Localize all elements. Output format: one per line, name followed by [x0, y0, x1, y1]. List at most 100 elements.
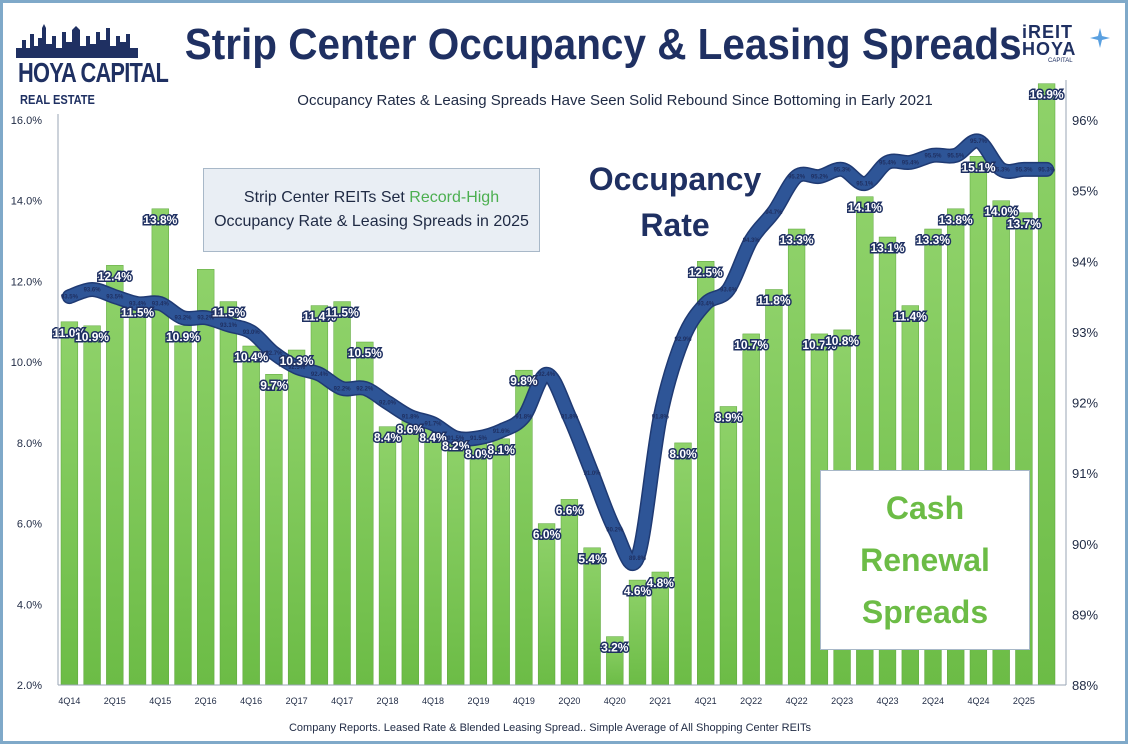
bar-data-label: 14.1%	[848, 201, 882, 215]
bar-data-label: 11.4%	[303, 310, 337, 324]
left-y-tick: 12.0%	[11, 276, 42, 288]
left-y-tick: 2.0%	[17, 680, 42, 692]
x-tick-label: 2Q18	[376, 696, 398, 706]
bar-data-label: 11.5%	[121, 306, 155, 320]
bar-data-label: 11.8%	[757, 294, 791, 308]
occupancy-data-label: 95.3%	[834, 167, 852, 173]
bar-data-label: 8.6%	[397, 423, 425, 437]
bar-15	[401, 418, 419, 686]
logo-subtext: REAL ESTATE	[20, 92, 95, 107]
cash-label-line2: Renewal	[860, 542, 990, 578]
occupancy-data-label: 91.8%	[402, 415, 420, 421]
bar-data-label: 6.6%	[556, 503, 584, 517]
occupancy-data-label: 93.2%	[197, 316, 215, 322]
bar-10	[287, 349, 306, 686]
occupancy-data-label: 92.9%	[674, 337, 692, 343]
x-tick-label: 4Q15	[149, 696, 171, 706]
occupancy-data-label: 91.8%	[652, 415, 670, 421]
callout-prefix: Strip Center REITs Set	[243, 189, 410, 206]
x-tick-label: 4Q16	[240, 696, 262, 706]
source-note: Company Reports. Leased Rate & Blended L…	[288, 722, 811, 734]
occupancy-data-label: 93.1%	[220, 323, 238, 329]
occupancy-data-label: 92.4%	[538, 372, 556, 378]
bar-data-label: 11.0%	[53, 326, 87, 340]
occupancy-data-label: 92.0%	[379, 401, 397, 407]
logo-right-line3: CAPITAL	[1048, 58, 1073, 64]
bar-data-label: 9.7%	[260, 378, 288, 392]
right-y-tick: 90%	[1072, 537, 1098, 552]
occupancy-data-label: 95.3%	[1015, 167, 1033, 173]
logo-right-line2: HOYA	[1022, 39, 1077, 59]
occupancy-data-label: 93.5%	[61, 295, 79, 301]
page-title: Strip Center Occupancy & Leasing Spreads	[184, 20, 1022, 69]
occupancy-data-label: 91.7%	[424, 422, 442, 428]
bar-data-label: 4.6%	[624, 584, 652, 598]
right-y-tick: 91%	[1072, 466, 1098, 481]
right-y-tick: 96%	[1072, 113, 1098, 128]
occupancy-data-label: 92.7%	[265, 351, 283, 357]
occupancy-data-label: 94.3%	[743, 238, 761, 244]
bar-data-label: 11.5%	[212, 306, 246, 320]
occupancy-data-label: 92.4%	[311, 372, 329, 378]
occupancy-data-label: 93.2%	[174, 316, 192, 322]
bar-data-label: 10.4%	[234, 350, 268, 364]
bar-data-label: 13.8%	[939, 213, 973, 227]
occupancy-line	[63, 135, 1053, 570]
bar-data-label: 8.4%	[374, 431, 402, 445]
x-tick-label: 4Q24	[967, 696, 989, 706]
bar-18	[469, 442, 488, 686]
chart-subtitle: Occupancy Rates & Leasing Spreads Have S…	[297, 92, 933, 109]
ireit-hoya-logo: iREIT HOYA CAPITAL	[1022, 22, 1122, 72]
bar-29	[719, 406, 738, 686]
bar-16	[424, 426, 442, 686]
bar-data-label: 6.0%	[533, 528, 561, 542]
bar-data-label: 14.0%	[984, 205, 1018, 219]
bar-data-label: 15.1%	[961, 160, 995, 174]
occupancy-data-label: 93.4%	[697, 302, 715, 308]
x-tick-label: 2Q24	[922, 696, 944, 706]
x-tick-label: 2Q21	[649, 696, 671, 706]
left-y-tick: 4.0%	[17, 599, 42, 611]
occupancy-data-label: 93.4%	[129, 302, 147, 308]
cash-label-line1: Cash	[885, 490, 965, 526]
right-y-tick: 94%	[1072, 254, 1098, 269]
occupancy-label-line2: Rate	[640, 207, 710, 243]
logo-right-line1: iREIT	[1022, 22, 1074, 42]
occupancy-data-label: 91.5%	[470, 436, 488, 442]
occupancy-data-label: 95.1%	[856, 182, 874, 188]
bar-data-label: 12.4%	[98, 269, 132, 283]
occupancy-data-label: 95.5%	[947, 153, 965, 159]
right-y-tick: 92%	[1072, 396, 1098, 411]
occupancy-data-label: 95.5%	[924, 153, 942, 159]
bar-data-label: 8.0%	[465, 447, 493, 461]
occupancy-data-label: 91.8%	[515, 415, 533, 421]
logo-name: HOYA CAPITAL	[18, 57, 169, 88]
occupancy-data-label: 95.4%	[902, 160, 920, 166]
right-y-tick: 89%	[1072, 607, 1098, 622]
bar-data-label: 8.1%	[488, 443, 516, 457]
x-tick-label: 2Q19	[467, 696, 489, 706]
x-tick-label: 4Q14	[58, 696, 80, 706]
x-tick-label: 2Q16	[195, 696, 217, 706]
x-tick-label: 4Q21	[695, 696, 717, 706]
bar-5	[174, 325, 192, 686]
x-tick-label: 4Q22	[786, 696, 808, 706]
occupancy-data-label: 95.2%	[788, 175, 806, 181]
left-y-tick: 14.0%	[11, 196, 42, 208]
occupancy-data-label: 95.3%	[1038, 167, 1056, 173]
occupancy-data-label: 90.2%	[606, 528, 624, 534]
occupancy-data-label: 93.0%	[243, 330, 261, 336]
skyline-icon	[16, 24, 138, 58]
x-tick-label: 4Q17	[331, 696, 353, 706]
bar-data-label: 12.5%	[689, 265, 723, 279]
bar-data-label: 11.5%	[325, 306, 359, 320]
occupancy-data-label: 92.2%	[356, 386, 374, 392]
bar-14	[378, 426, 397, 686]
bar-data-label: 3.2%	[601, 641, 629, 655]
occupancy-data-label: 94.7%	[765, 210, 783, 216]
bar-data-label: 8.2%	[442, 439, 470, 453]
callout-box: Strip Center REITs Set Record-High Occup…	[203, 168, 540, 252]
right-y-tick: 95%	[1072, 184, 1098, 199]
bar-data-label: 13.3%	[780, 233, 814, 247]
